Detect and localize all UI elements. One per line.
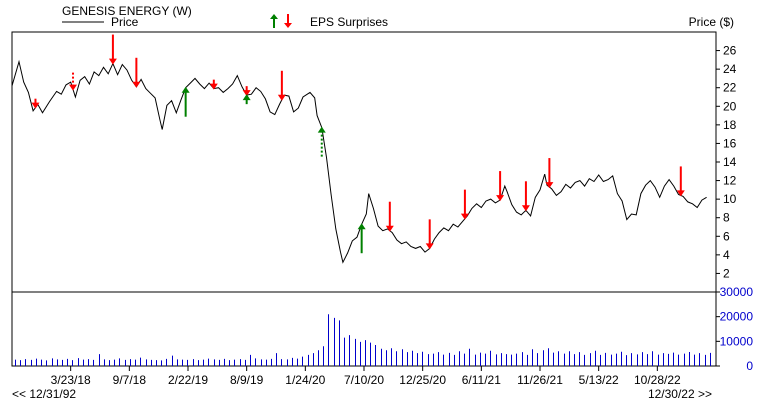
eps-down-arrow-icon: [521, 181, 530, 212]
price-line: [11, 59, 707, 264]
legend-eps-icons: [270, 14, 292, 28]
price-tick-label: 14: [723, 155, 737, 169]
eps-down-arrow-icon: [425, 219, 434, 250]
volume-tick-label: 30000: [720, 285, 754, 299]
price-tick-label: 24: [723, 62, 737, 76]
eps-down-arrow-icon: [31, 98, 40, 109]
legend-price-label: Price: [111, 15, 139, 29]
price-tick-label: 10: [723, 192, 737, 206]
volume-axis: 0 10000 20000 30000: [716, 285, 753, 373]
volume-panel-frame: [11, 291, 717, 367]
x-tick-label: 7/10/20: [344, 373, 384, 387]
price-tick-label: 26: [723, 44, 737, 58]
legend-eps-down-arrow-icon: [284, 14, 292, 28]
price-tick-label: 2: [723, 266, 730, 280]
price-tick-label: 16: [723, 136, 737, 150]
x-tick-label: 10/28/22: [634, 373, 681, 387]
eps-markers: [31, 34, 685, 254]
eps-up-arrow-icon: [357, 223, 366, 254]
x-tick-label: 6/11/21: [462, 373, 501, 387]
eps-down-arrow-icon: [209, 79, 218, 90]
x-tick-label: 9/7/18: [113, 373, 147, 387]
y-axis-title: Price ($): [689, 15, 734, 29]
eps-down-arrow-icon: [277, 70, 286, 101]
volume-tick-label: 0: [746, 359, 753, 373]
price-tick-label: 20: [723, 99, 737, 113]
price-tick-label: 8: [723, 211, 730, 225]
eps-down-arrow-icon: [496, 171, 505, 202]
eps-down-arrow-icon: [676, 166, 685, 197]
x-tick-label: 8/9/19: [230, 373, 264, 387]
eps-up-arrow-icon: [242, 94, 251, 105]
x-tick-label: 1/24/20: [285, 373, 325, 387]
x-tick-label: 12/25/20: [399, 373, 446, 387]
nav-right-link[interactable]: 12/30/22 >>: [648, 387, 712, 400]
eps-down-arrow-icon: [460, 189, 469, 220]
eps-down-arrow-icon: [242, 86, 251, 97]
eps-down-arrow-icon: [545, 158, 554, 189]
eps-down-arrow-icon: [132, 57, 141, 88]
x-tick-label: 2/22/19: [168, 373, 208, 387]
price-tick-label: 4: [723, 248, 730, 262]
x-tick-label: 5/13/22: [579, 373, 619, 387]
legend-eps-label: EPS Surprises: [310, 15, 388, 29]
x-tick-label: 11/26/21: [517, 373, 563, 387]
volume-bars: [15, 314, 711, 366]
eps-down-arrow-icon: [385, 201, 394, 232]
eps-up-arrow-icon: [317, 126, 326, 157]
price-tick-label: 6: [723, 229, 730, 243]
price-tick-label: 18: [723, 118, 737, 132]
eps-down-arrow-icon: [108, 34, 117, 65]
x-tick-label: 3/23/18: [51, 373, 91, 387]
volume-tick-label: 10000: [720, 334, 754, 348]
chart-title: GENESIS ENERGY (W): [62, 4, 192, 18]
nav-left-link[interactable]: << 12/31/92: [12, 387, 76, 400]
eps-down-arrow-icon: [69, 72, 78, 91]
price-tick-label: 12: [723, 174, 737, 188]
price-panel-frame: [11, 31, 717, 293]
eps-up-arrow-icon: [181, 86, 190, 117]
price-tick-label: 22: [723, 81, 737, 95]
legend-eps-up-arrow-icon: [270, 14, 278, 28]
x-axis: 3/23/18 9/7/18 2/22/19 8/9/19 1/24/20 7/10/20…: [51, 366, 681, 387]
volume-tick-label: 20000: [720, 310, 754, 324]
